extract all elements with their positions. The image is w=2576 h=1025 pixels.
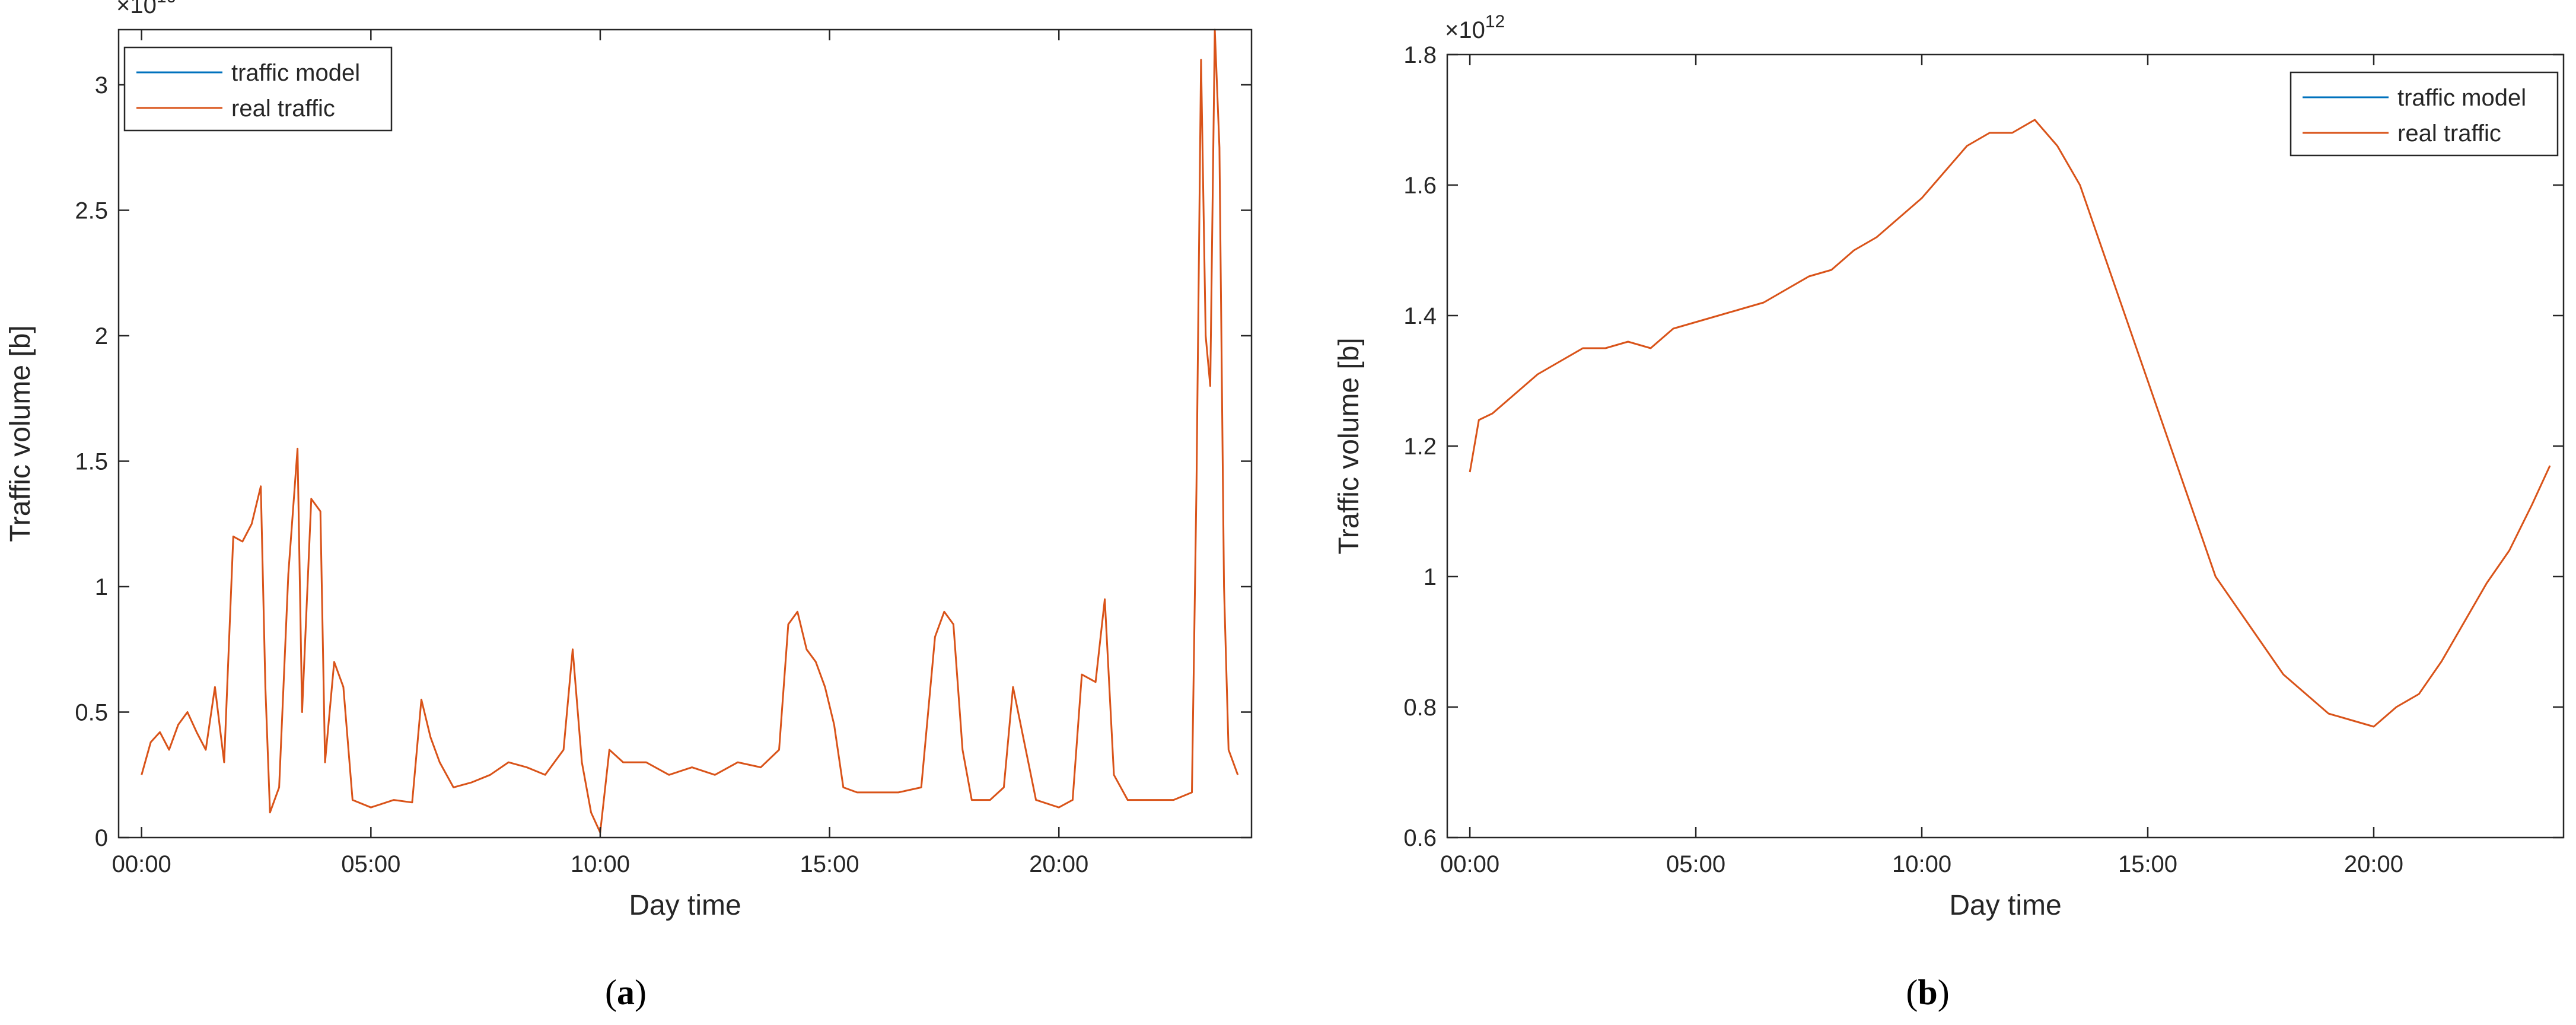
y-tick-label: 1 [95, 574, 108, 600]
x-tick-label: 20:00 [2344, 851, 2403, 877]
y-tick-label: 0.5 [75, 700, 108, 726]
x-tick-label: 05:00 [341, 851, 400, 877]
plot-frame [1446, 53, 2565, 839]
legend-box [123, 46, 393, 132]
legend: traffic model real traffic [123, 46, 393, 132]
y-tick-label: 1.4 [1403, 303, 1437, 329]
y-tick-label: 1 [1424, 564, 1437, 590]
y-tick-label: 3 [95, 72, 108, 98]
y-tick-label: 0.6 [1403, 825, 1437, 851]
chart-a: 00:00 05:00 10:00 15:00 20:00 0 0.5 1 1.5 2 2.5 3 ×1… [5, 0, 1253, 1012]
y-tick-label: 1.6 [1403, 173, 1437, 199]
series-line-real-traffic [141, 28, 1239, 833]
legend: traffic model real traffic [2290, 71, 2559, 157]
subfigure-caption: (a) [605, 973, 647, 1012]
legend-entry-real-traffic: real traffic [2397, 120, 2501, 147]
x-tick-label: 00:00 [1440, 851, 1499, 877]
y-tick-label: 2 [95, 323, 108, 349]
x-tick-label: 15:00 [2118, 851, 2177, 877]
plot-frame [117, 28, 1253, 839]
x-axis-label: Day time [1949, 890, 2061, 921]
x-tick-label: 10:00 [571, 851, 630, 877]
y-tick-label: 0 [95, 825, 108, 851]
subfigure-caption: (b) [1906, 973, 1949, 1012]
legend-entry-real-traffic: real traffic [231, 96, 335, 122]
y-tick-label: 0.8 [1403, 695, 1437, 721]
y-axis-label: Traffic volume [b] [5, 325, 36, 542]
x-tick-label: 15:00 [800, 851, 859, 877]
y-axis-label: Traffic volume [b] [1333, 338, 1365, 554]
y-exponent-label: ×1012 [1445, 12, 1505, 43]
series-line-real-traffic [1469, 119, 2551, 728]
legend-entry-traffic-model: traffic model [231, 60, 360, 86]
y-tick-label: 1.2 [1403, 434, 1437, 460]
y-tick-label: 2.5 [75, 198, 108, 224]
legend-box [2290, 71, 2559, 157]
legend-entry-traffic-model: traffic model [2397, 85, 2526, 111]
y-tick-label: 1.5 [75, 449, 108, 475]
y-exponent-label: ×1010 [116, 0, 176, 18]
y-tick-label: 1.8 [1403, 42, 1437, 68]
x-axis-label: Day time [629, 890, 741, 921]
x-tick-label: 00:00 [112, 851, 171, 877]
chart-b: 00:00 05:00 10:00 15:00 20:00 0.6 0.8 1 1.2 1.4 1.… [1333, 12, 2565, 1012]
x-tick-label: 10:00 [1892, 851, 1951, 877]
x-tick-label: 05:00 [1666, 851, 1725, 877]
x-tick-label: 20:00 [1029, 851, 1088, 877]
